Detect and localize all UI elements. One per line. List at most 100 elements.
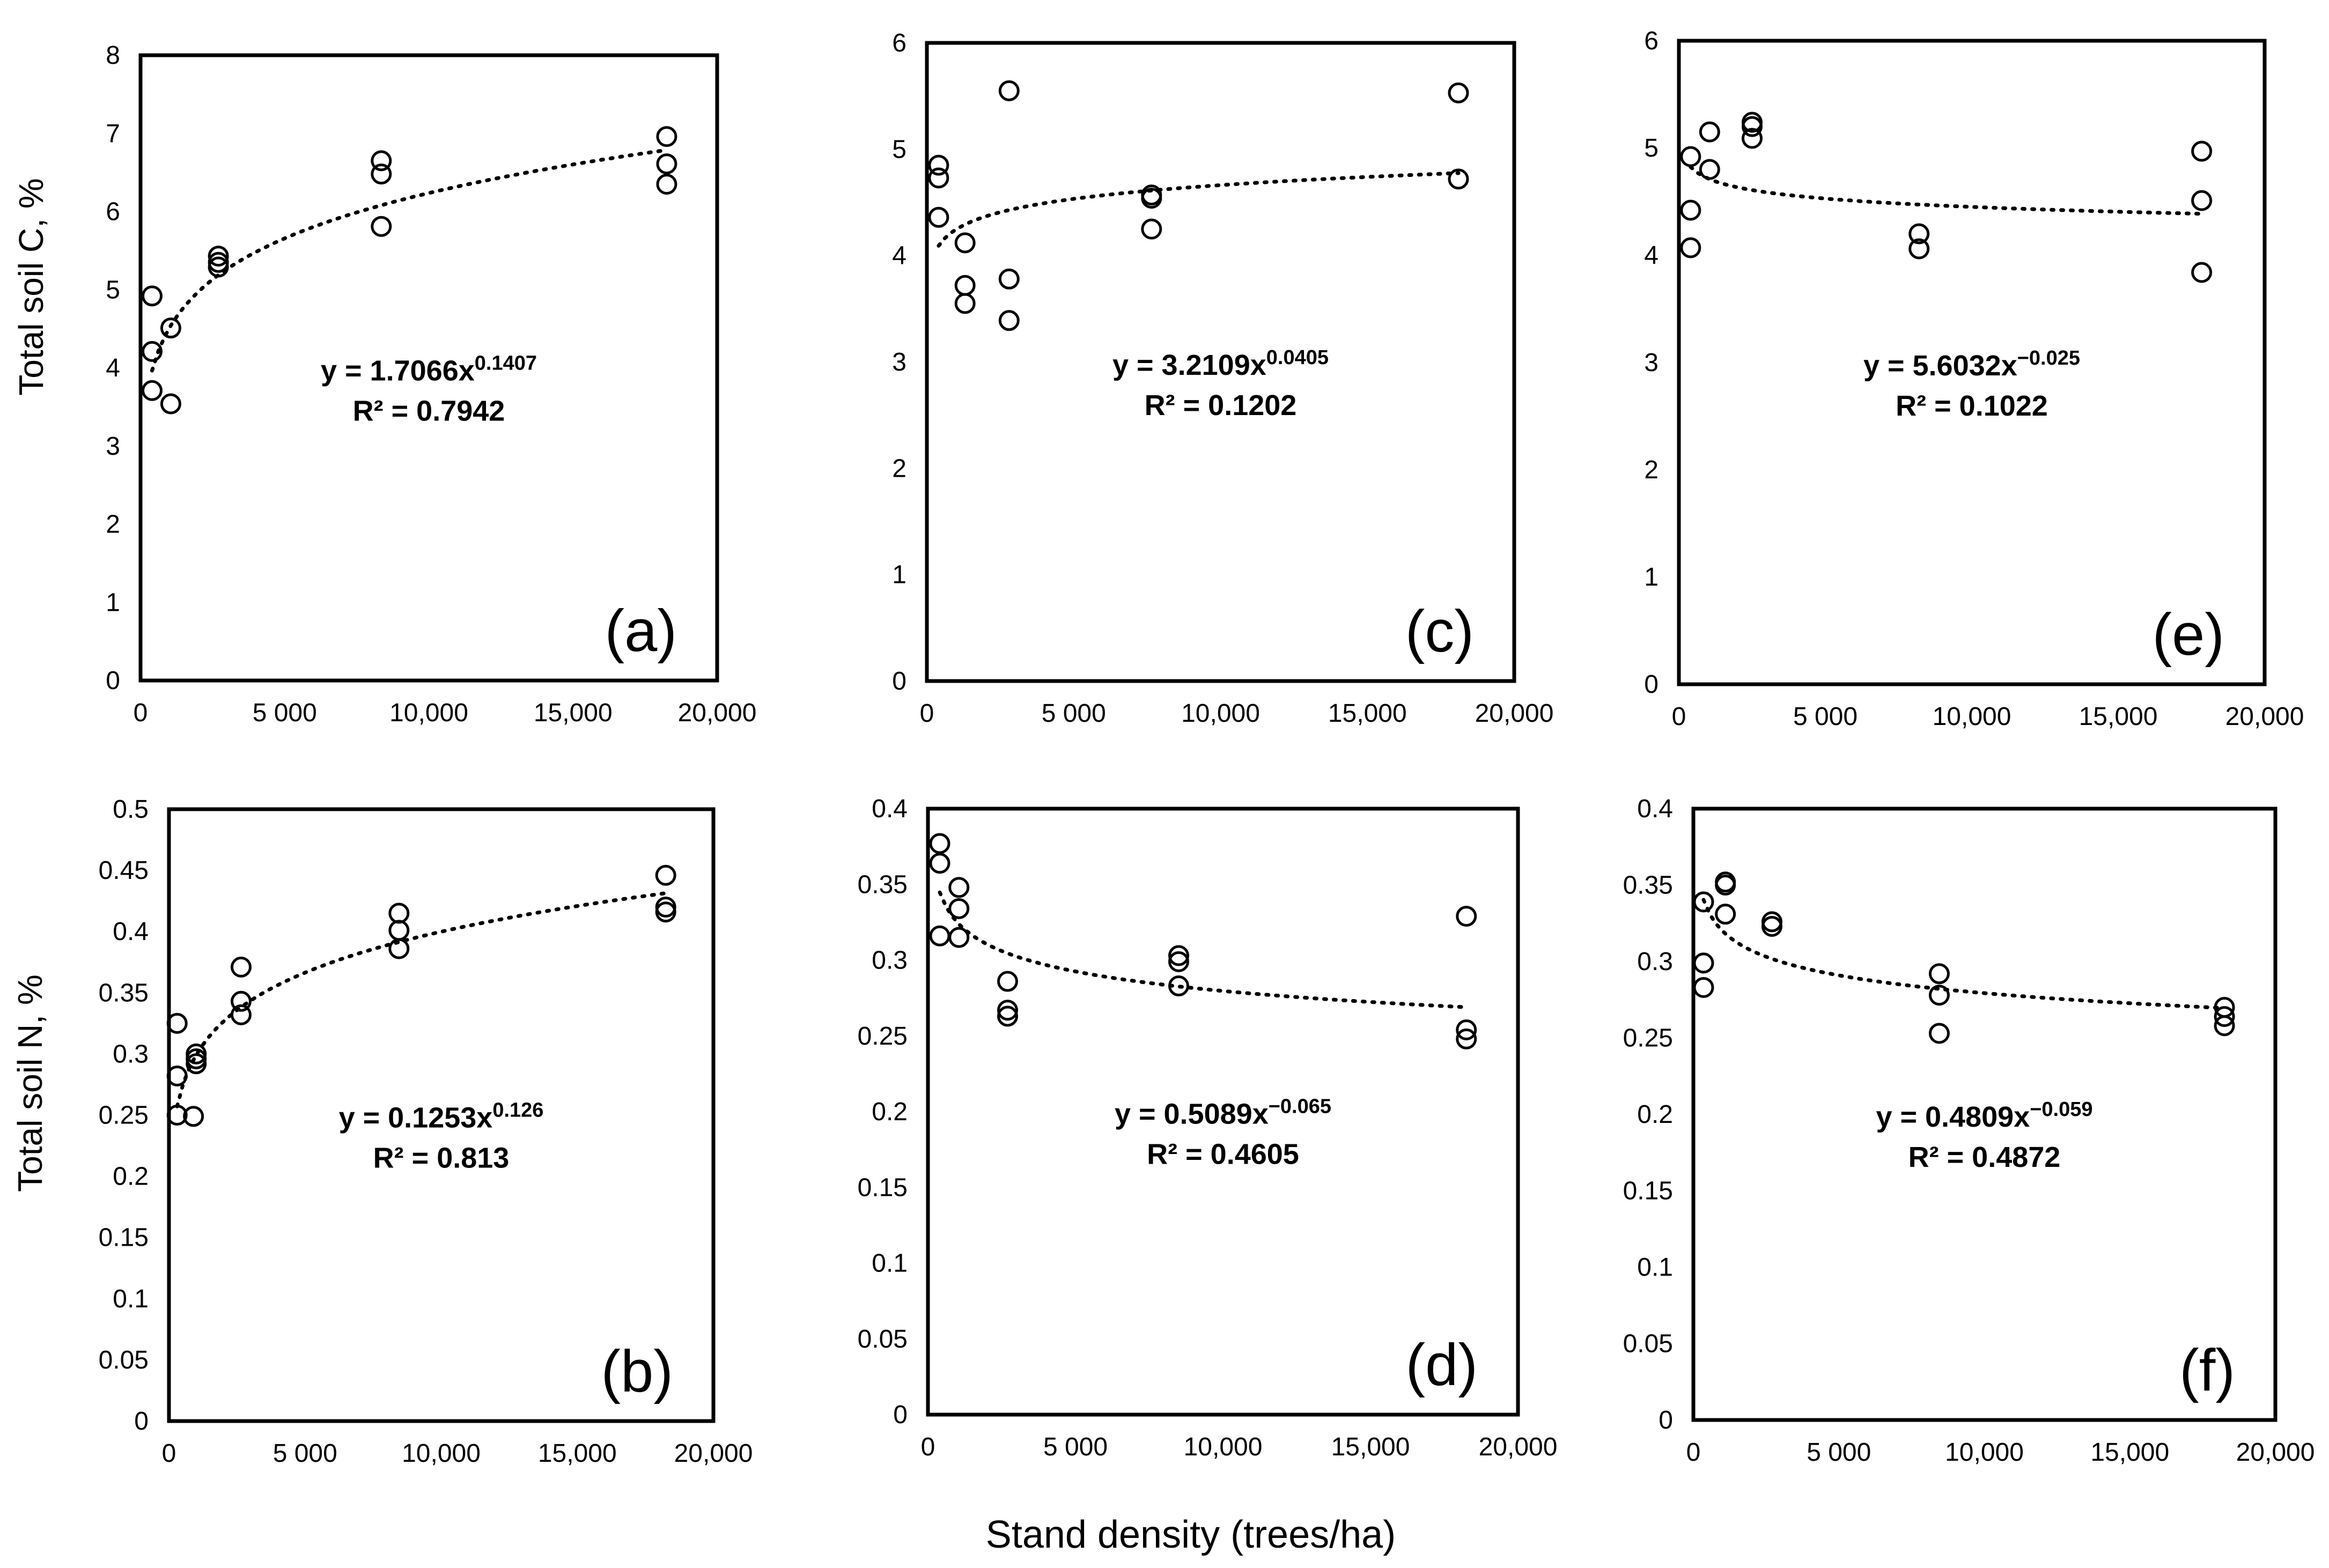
data-point [928,154,949,176]
y-tick-label: 0.4 [113,918,149,946]
y-tick-label: 7 [106,120,120,148]
data-point [954,232,976,254]
r-squared: R² = 0.1022 [1896,390,2048,422]
panel-label: (e) [2153,602,2224,668]
data-point [656,126,677,147]
panel-c: 0 1 2 3 4 5 6 0 5 000 10,000 15,000 20,000 y = 3.210… [892,29,1553,728]
x-tick-label: 20,000 [2225,702,2304,731]
trend-equation: y = 0.1253x0.126 [339,1099,544,1134]
data-point [1699,121,1720,143]
data-point [166,1065,188,1086]
y-tick-label: 5 [106,276,120,304]
y-tick-label: 0.25 [1623,1024,1673,1053]
panel-a: 0 1 2 3 4 5 6 7 8 0 5 000 10,000 15,000 20,000 y = 1.7… [106,41,756,727]
x-tick-label: 0 [1672,702,1686,731]
trend-equation: y = 1.7066x0.1407 [321,352,537,387]
plot-frame [926,807,1520,1417]
data-point [1680,199,1701,221]
data-point [1168,945,1189,966]
x-tick-label: 20,000 [678,699,757,727]
data-point [1928,985,1950,1006]
data-point [948,927,970,948]
x-tick-label: 0 [134,699,148,727]
data-point [166,1012,188,1034]
y-tick-label: 0.45 [99,856,149,885]
panel-label: (b) [601,1338,673,1404]
equation-exponent: −0.059 [2030,1098,2092,1121]
x-tick-label: 15,000 [2079,702,2158,731]
y-tick-label: 0 [1659,1406,1673,1434]
y-tick-label: 1 [892,561,906,589]
data-point [1699,159,1720,180]
data-point [997,971,1018,992]
equation-main: y = 0.1253x [339,1101,493,1134]
data-point [948,877,970,898]
trend-equation: y = 0.4809x−0.059 [1876,1098,2092,1133]
x-tick-label: 20,000 [674,1439,753,1468]
y-tick-label: 0.35 [858,870,908,899]
y-tick-label: 2 [1644,456,1659,484]
data-point [208,256,229,278]
y-tick-label: 0.05 [99,1346,149,1374]
data-point [1456,1019,1477,1040]
x-tick-label: 15,000 [1331,1433,1410,1461]
x-tick-label: 20,000 [1479,1433,1558,1461]
x-tick-label: 10,000 [402,1439,481,1468]
equation-main: y = 5.6032x [1863,350,2017,382]
x-axis-title: Stand density (trees/ha) [986,1513,1396,1556]
x-tick-label: 5 000 [1807,1438,1871,1467]
x-tick-label: 10,000 [1181,699,1260,728]
equation-exponent: 0.0405 [1266,346,1329,369]
x-tick-label: 15,000 [534,699,613,727]
data-point [1693,977,1714,998]
y-tick-label: 0.1 [1637,1253,1673,1282]
y-tick-label: 4 [1644,241,1659,270]
data-point [656,173,677,195]
equation-main: y = 3.2109x [1112,349,1266,381]
data-point [998,268,1020,290]
data-point [166,1105,188,1126]
r-squared: R² = 0.813 [373,1142,510,1174]
x-tick-label: 5 000 [1793,702,1858,731]
x-tick-label: 15,000 [2090,1438,2169,1467]
trend-equation: y = 0.5089x−0.065 [1115,1096,1331,1130]
y-tick-label: 4 [106,354,120,382]
data-point [2191,140,2213,162]
x-tick-label: 15,000 [1328,699,1407,728]
data-point [655,864,676,886]
y-tick-label: 0.15 [99,1224,149,1252]
y-tick-label: 0.3 [872,946,908,975]
panel-label: (c) [1405,598,1474,664]
equation-exponent: 0.1407 [475,352,537,374]
data-point [997,1000,1018,1021]
data-point [954,293,976,314]
y-tick-label: 0.25 [858,1022,908,1051]
data-point [1908,223,1930,245]
y-axis-title-carbon: Total soil C, % [12,178,50,395]
equation-exponent: −0.065 [1269,1096,1331,1118]
y-tick-label: 8 [106,41,120,70]
y-tick-label: 0.2 [872,1098,908,1126]
y-tick-label: 3 [106,432,120,461]
y-tick-label: 4 [892,242,906,270]
data-point [1456,1028,1477,1049]
data-point [1680,237,1701,258]
data-point [208,246,229,267]
data-point [2214,1006,2235,1027]
equation-main: y = 0.5089x [1115,1098,1269,1130]
trend-line [937,171,1461,248]
data-point [1742,116,1763,137]
data-point [160,317,181,339]
trend-line [1701,898,2227,1010]
equation-main: y = 0.4809x [1876,1101,2030,1133]
data-point [230,956,252,978]
plot-frame [138,53,719,683]
x-tick-label: 0 [920,699,934,728]
y-tick-label: 5 [1644,134,1659,162]
x-tick-label: 10,000 [389,699,468,727]
data-point [1168,951,1189,972]
data-point [997,1005,1018,1027]
